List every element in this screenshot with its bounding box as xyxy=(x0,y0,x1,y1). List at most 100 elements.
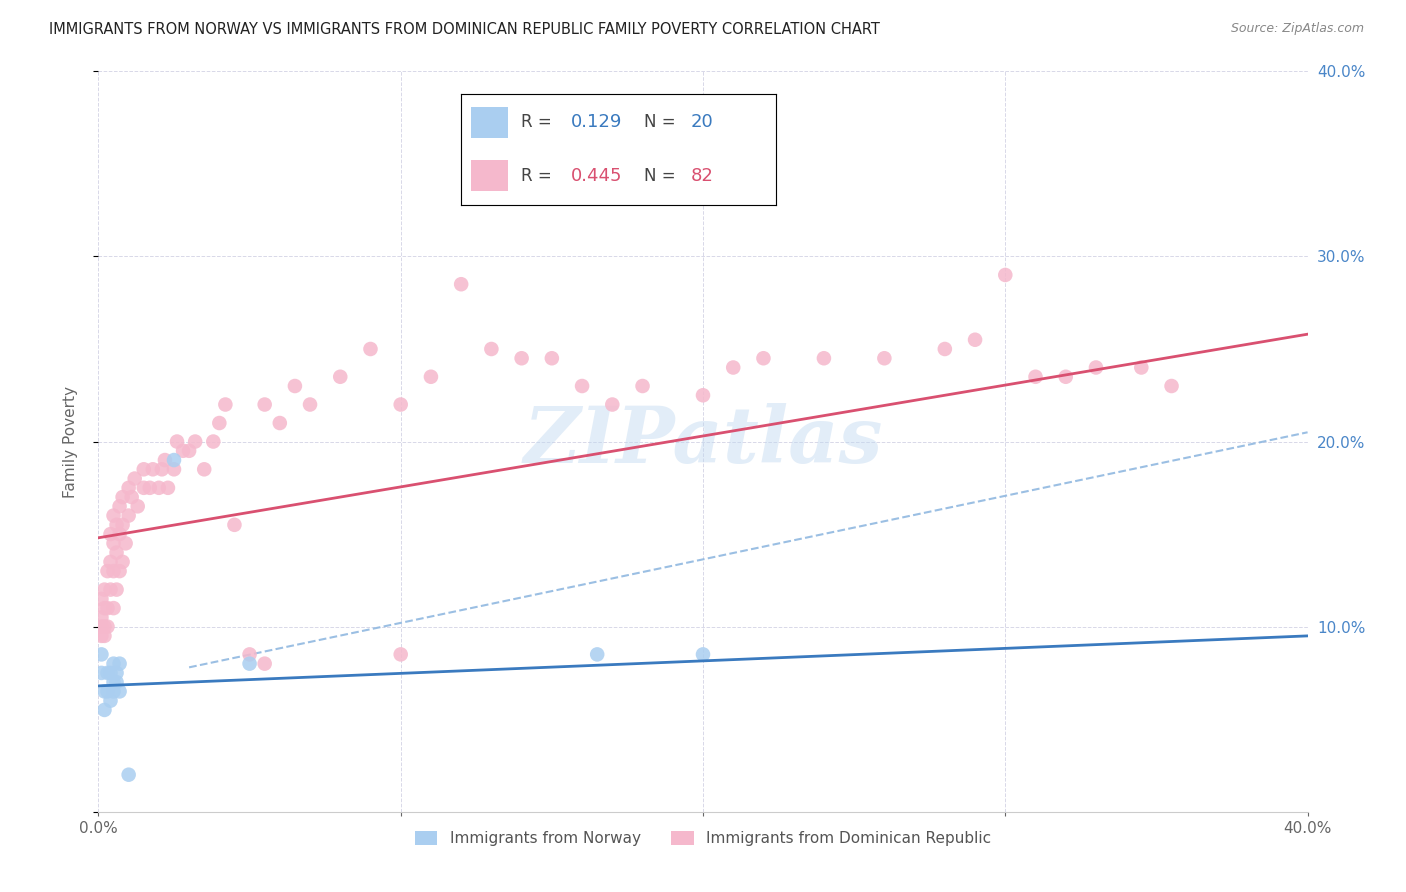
Point xyxy=(723,360,745,375)
Point xyxy=(103,675,125,690)
Point xyxy=(299,398,322,412)
Point xyxy=(239,657,262,671)
Point xyxy=(1085,360,1108,375)
Point xyxy=(360,342,382,356)
Point xyxy=(96,665,118,680)
Point xyxy=(239,648,262,662)
Point xyxy=(118,481,141,495)
Point xyxy=(103,508,125,523)
Point xyxy=(96,619,118,633)
Point xyxy=(450,277,472,292)
Point xyxy=(103,657,125,671)
Point xyxy=(96,684,118,698)
Point xyxy=(90,619,112,633)
Point xyxy=(111,490,134,504)
Point xyxy=(142,462,165,476)
Point xyxy=(389,648,412,662)
Point xyxy=(540,351,562,366)
Point xyxy=(108,500,131,514)
Point xyxy=(111,555,134,569)
Point xyxy=(90,610,112,624)
Text: Source: ZipAtlas.com: Source: ZipAtlas.com xyxy=(1230,22,1364,36)
Point xyxy=(965,333,987,347)
Point xyxy=(994,268,1017,282)
Point xyxy=(934,342,956,356)
Point xyxy=(93,703,115,717)
Point xyxy=(93,601,115,615)
Point xyxy=(103,601,125,615)
Text: IMMIGRANTS FROM NORWAY VS IMMIGRANTS FROM DOMINICAN REPUBLIC FAMILY POVERTY CORR: IMMIGRANTS FROM NORWAY VS IMMIGRANTS FRO… xyxy=(49,22,880,37)
Point xyxy=(90,591,112,606)
Point xyxy=(284,379,307,393)
Point xyxy=(329,369,352,384)
Point xyxy=(132,462,155,476)
Point xyxy=(873,351,896,366)
Text: ZIPatlas: ZIPatlas xyxy=(523,403,883,480)
Point xyxy=(108,564,131,578)
Point xyxy=(208,416,231,430)
Point xyxy=(90,665,112,680)
Point xyxy=(124,472,146,486)
Point xyxy=(202,434,225,449)
Point xyxy=(602,398,624,412)
Point xyxy=(105,665,128,680)
Point xyxy=(100,582,122,597)
Point xyxy=(139,481,162,495)
Point xyxy=(100,555,122,569)
Point xyxy=(93,629,115,643)
Point xyxy=(224,517,246,532)
Point xyxy=(153,453,176,467)
Point xyxy=(150,462,173,476)
Point xyxy=(510,351,533,366)
Point xyxy=(172,443,194,458)
Point xyxy=(692,648,714,662)
Point xyxy=(132,481,155,495)
Point xyxy=(156,481,179,495)
Point xyxy=(93,684,115,698)
Y-axis label: Family Poverty: Family Poverty xyxy=(63,385,77,498)
Point xyxy=(105,517,128,532)
Point xyxy=(813,351,835,366)
Legend: Immigrants from Norway, Immigrants from Dominican Republic: Immigrants from Norway, Immigrants from … xyxy=(408,825,998,852)
Point xyxy=(481,342,503,356)
Point xyxy=(127,500,149,514)
Point xyxy=(214,398,236,412)
Point xyxy=(96,564,118,578)
Point xyxy=(100,665,122,680)
Point xyxy=(118,767,141,781)
Point xyxy=(163,453,186,467)
Point xyxy=(105,545,128,560)
Point xyxy=(752,351,775,366)
Point xyxy=(90,629,112,643)
Point xyxy=(93,582,115,597)
Point xyxy=(108,527,131,541)
Point xyxy=(148,481,170,495)
Point xyxy=(108,684,131,698)
Point xyxy=(121,490,143,504)
Point xyxy=(90,648,112,662)
Point xyxy=(1130,360,1153,375)
Point xyxy=(166,434,188,449)
Point xyxy=(96,601,118,615)
Point xyxy=(253,398,276,412)
Point xyxy=(118,508,141,523)
Point xyxy=(253,657,276,671)
Point xyxy=(111,517,134,532)
Point xyxy=(389,398,412,412)
Point xyxy=(420,369,443,384)
Point xyxy=(93,619,115,633)
Point xyxy=(108,657,131,671)
Point xyxy=(105,582,128,597)
Point xyxy=(184,434,207,449)
Point xyxy=(179,443,201,458)
Point xyxy=(631,379,654,393)
Point xyxy=(571,379,593,393)
Point xyxy=(692,388,714,402)
Point xyxy=(103,564,125,578)
Point xyxy=(1024,369,1046,384)
Point xyxy=(103,536,125,550)
Point xyxy=(114,536,136,550)
Point xyxy=(1054,369,1077,384)
Point xyxy=(163,462,186,476)
Point xyxy=(586,648,609,662)
